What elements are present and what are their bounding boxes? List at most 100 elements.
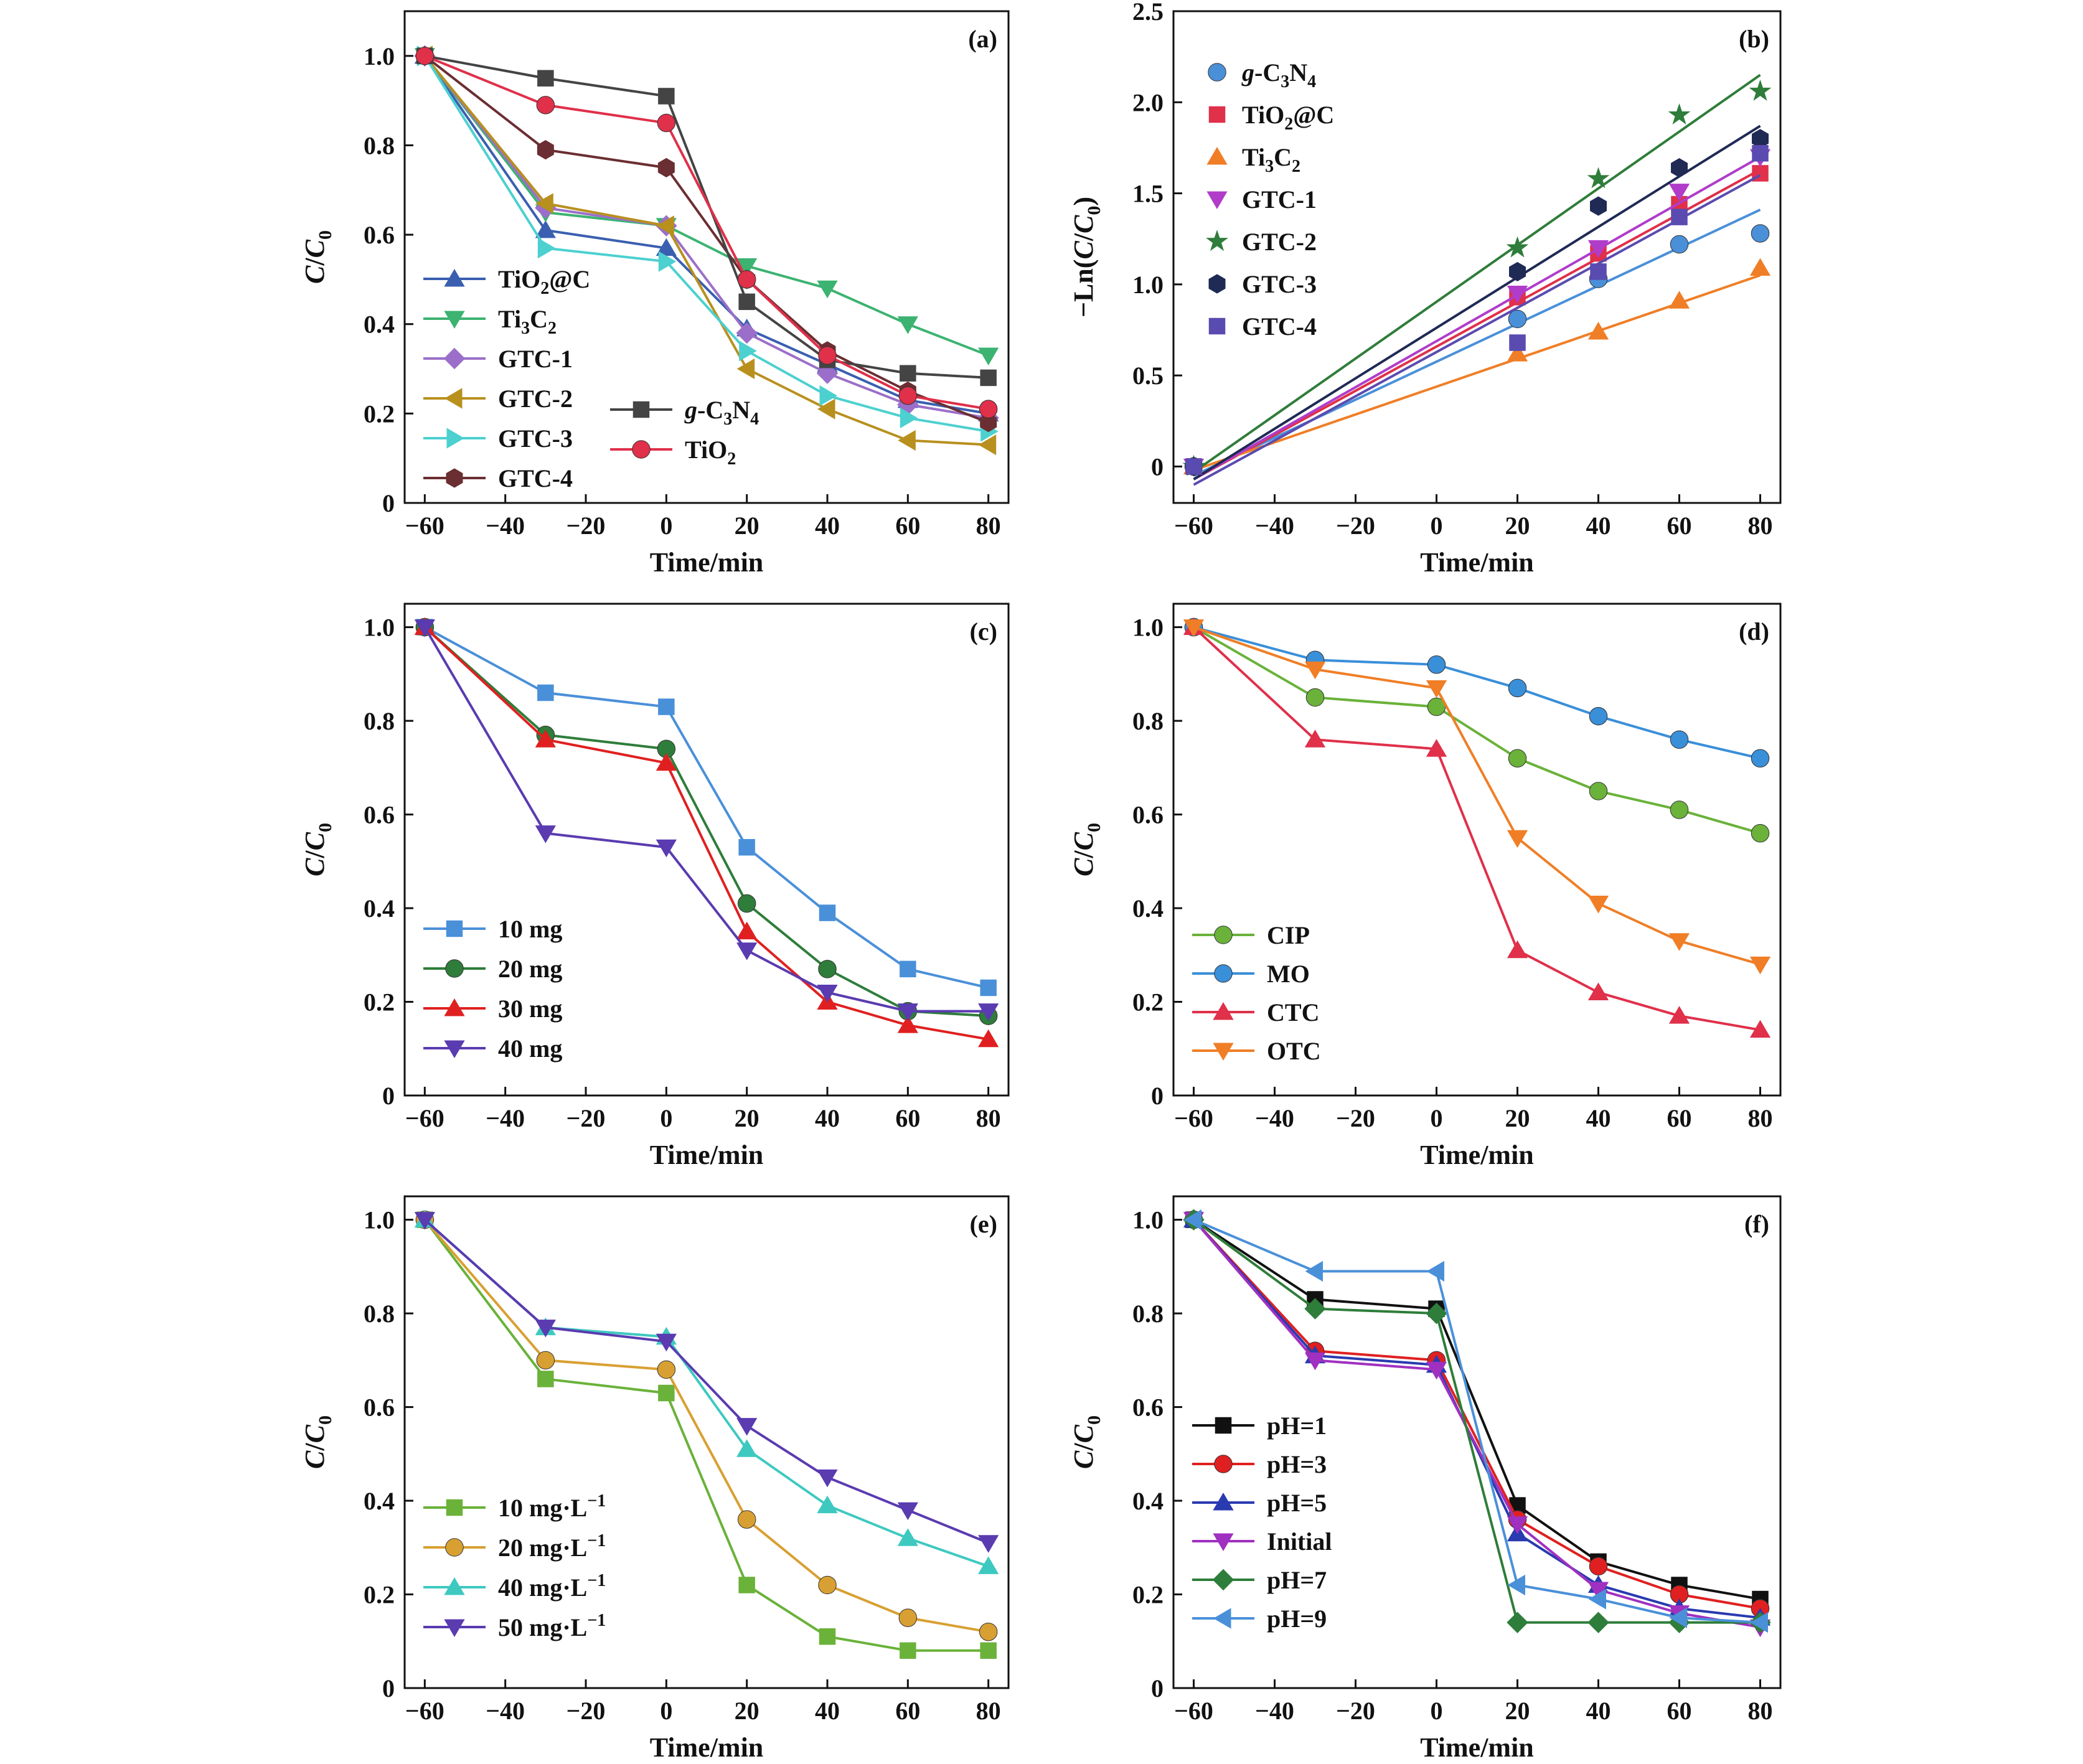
data-point [536, 96, 555, 115]
data-point [1671, 158, 1688, 178]
panel-tag: (f) [1744, 1210, 1769, 1238]
legend-item: 30 mg [423, 995, 562, 1023]
legend-label: GTC-1 [1242, 185, 1317, 213]
legend-marker [1206, 191, 1228, 209]
data-point [739, 340, 757, 362]
data-point [1509, 261, 1526, 281]
chart-panel-a: −60 −40 −20 0 20 40 60 80 0 0.2 0.4 0.6 0.8 1.0 Time/m… [299, 10, 1010, 578]
legend-marker [632, 401, 650, 418]
chart-panel-e: −60 −40 −20 0 20 40 60 80 0 0.2 0.4 0.6 0.8 1.0 Time/m… [299, 1195, 1010, 1763]
data-point [1669, 1607, 1687, 1628]
y-tick-label: 1.0 [1132, 271, 1164, 299]
data-point [819, 904, 836, 921]
legend-item: pH=5 [1192, 1489, 1327, 1517]
data-point [535, 220, 556, 238]
x-tick-label: 60 [1667, 1104, 1692, 1132]
data-point [1589, 782, 1608, 800]
panel-tag: (c) [970, 617, 997, 645]
y-tick-label: 2.5 [1132, 0, 1164, 26]
data-point [1185, 458, 1202, 475]
legend-item: pH=7 [1192, 1566, 1327, 1594]
data-point [537, 238, 556, 259]
data-point [1749, 79, 1772, 101]
y-tick-label: 1.0 [364, 42, 395, 70]
x-tick-label: 40 [1586, 512, 1611, 540]
y-tick-label: 0.2 [1132, 1581, 1164, 1609]
y-tick-label: 0.6 [364, 801, 395, 829]
legend-item: pH=9 [1192, 1605, 1327, 1633]
legend-label: 40 mg·L−1 [498, 1571, 606, 1602]
data-point [414, 619, 435, 637]
x-tick-label: 40 [1586, 1697, 1611, 1725]
data-point [536, 1351, 555, 1370]
data-point [1305, 688, 1325, 707]
y-tick-label: 0.8 [364, 707, 395, 735]
fit-line [1193, 174, 1761, 486]
x-tick-label: 20 [1505, 512, 1530, 540]
legend-label: GTC-3 [498, 425, 573, 453]
data-point [1507, 286, 1528, 304]
y-tick-label: 2.0 [1132, 88, 1164, 116]
legend-marker [1214, 926, 1233, 944]
data-point [1508, 678, 1527, 698]
x-tick-label: −40 [486, 512, 525, 540]
data-point [1670, 730, 1689, 749]
data-point [1587, 1612, 1609, 1633]
legend-marker [1206, 230, 1228, 251]
data-point [656, 839, 677, 858]
data-point [897, 1528, 918, 1546]
legend-marker [632, 440, 651, 459]
data-point [1668, 1006, 1690, 1024]
y-tick-label: 0.6 [1132, 1394, 1164, 1422]
series-5 [1185, 124, 1769, 481]
data-point [736, 322, 758, 344]
data-point [736, 1418, 758, 1436]
data-point [898, 1608, 918, 1627]
legend-item: GTC-3 [423, 425, 573, 453]
data-point [1590, 196, 1607, 216]
data-point [980, 369, 997, 387]
series-3 [414, 1212, 999, 1553]
x-tick-label: −40 [1255, 512, 1294, 540]
data-point [1588, 1588, 1606, 1610]
legend-item: 10 mg·L−1 [423, 1491, 606, 1522]
data-point [656, 238, 677, 256]
data-point [737, 894, 756, 913]
legend-item: Initial [1192, 1527, 1332, 1555]
data-point [1304, 661, 1326, 680]
data-point [537, 684, 554, 701]
y-axis-title: C/C0 [299, 230, 336, 284]
y-tick-label: 0 [1151, 1674, 1164, 1702]
legend-label: GTC-2 [498, 385, 573, 413]
panel-tag: (e) [970, 1210, 997, 1238]
data-point [816, 362, 839, 384]
series-1 [1184, 617, 1770, 768]
y-tick-label: 0.4 [1132, 894, 1164, 922]
data-point [1183, 619, 1205, 637]
x-tick-label: −20 [1336, 512, 1375, 540]
data-point [1668, 103, 1691, 125]
data-point [737, 270, 756, 289]
data-point [736, 258, 758, 276]
legend-item: MO [1192, 960, 1310, 988]
legend-label: CIP [1267, 921, 1310, 949]
legend: g-C3N4 TiO2@C Ti3C2 GTC-1 GTC-2 GTC-3 GTC-4 [1206, 59, 1334, 340]
legend-label: GTC-2 [1242, 228, 1317, 256]
data-point [978, 1556, 999, 1574]
x-tick-label: 20 [735, 512, 759, 540]
y-tick-label: 0 [1151, 453, 1164, 481]
data-point [537, 70, 554, 87]
y-tick-label: 0.6 [1132, 801, 1164, 829]
x-tick-label: 20 [735, 1697, 759, 1725]
legend: 10 mg·L−1 20 mg·L−1 40 mg·L−1 50 mg·L−1 [423, 1491, 606, 1641]
panel-tag: (a) [968, 25, 997, 53]
y-tick-label: 0.4 [364, 1487, 395, 1515]
y-tick-label: 0.8 [1132, 1300, 1164, 1328]
y-tick-label: 0.4 [364, 311, 395, 339]
x-tick-label: 40 [1586, 1104, 1611, 1132]
y-tick-label: 0.8 [364, 131, 395, 159]
data-point [1749, 956, 1771, 975]
data-point [1507, 344, 1528, 362]
data-point [1587, 321, 1609, 340]
y-axis-title: −Ln(C/C0) [1068, 197, 1104, 317]
